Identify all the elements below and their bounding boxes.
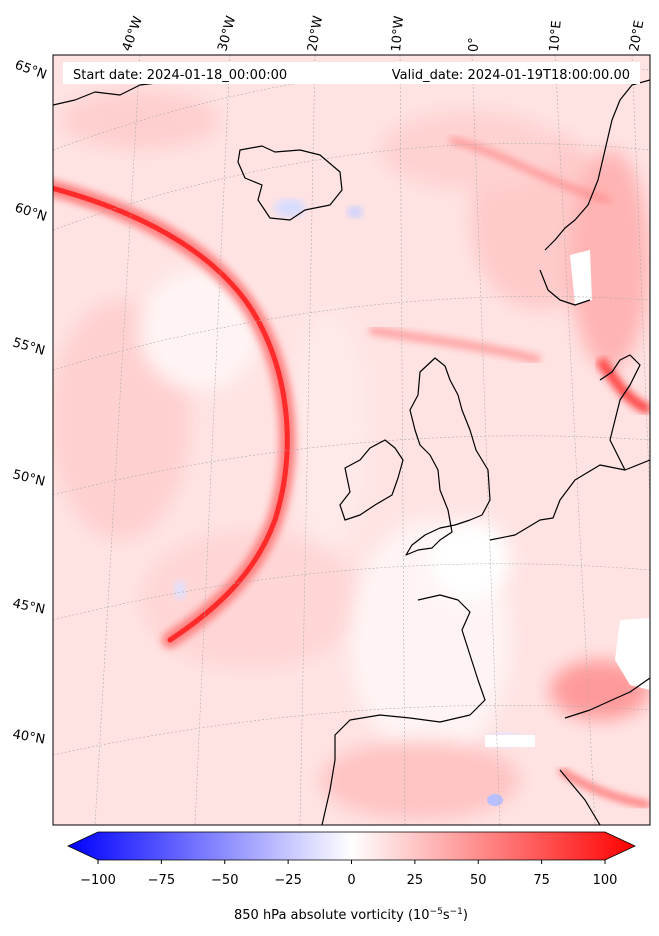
colorbar-bar [67, 831, 636, 861]
european-coast [489, 459, 650, 541]
lon-label: 0° [467, 37, 482, 52]
missing-data-patch [570, 250, 592, 305]
lon-label: 10°E [547, 20, 565, 52]
lon-label: 30°W [215, 14, 239, 53]
missing-data-patch [485, 735, 535, 747]
lon-label: 10°W [389, 15, 407, 52]
colorbar-tick-label: −100 [80, 873, 116, 888]
colorbar-tick-label: 75 [533, 873, 550, 888]
colorbar-tick-label: 25 [407, 873, 424, 888]
mediterranean-coast [564, 677, 650, 719]
great-britain-coast [405, 357, 491, 556]
colorbar-tick-label: −75 [148, 873, 175, 888]
colorbar-tick-label: 50 [470, 873, 487, 888]
coastlines [53, 69, 650, 825]
header-band [63, 62, 640, 84]
lat-label: 40°N [11, 727, 46, 747]
lon-label: 20°W [305, 15, 326, 53]
lat-label: 50°N [11, 467, 46, 489]
map-panel [53, 55, 650, 825]
lon-label: 20°E [627, 19, 647, 52]
colorbar-tick-label: −50 [211, 873, 238, 888]
north-africa-coast [559, 769, 601, 825]
start-date-label: Start date: 2024-01-18_00:00:00 [73, 68, 287, 83]
lat-label: 60°N [13, 201, 49, 225]
ireland-coast [339, 439, 404, 521]
missing-data-patch [615, 618, 650, 690]
france-coast [417, 594, 486, 716]
lat-label: 55°N [11, 335, 47, 358]
colorbar-tick-label: 100 [593, 873, 618, 888]
colorbar-label: 850 hPa absolute vorticity (10−5s−1) [234, 907, 468, 923]
norway-south [539, 269, 591, 306]
map-frame [52, 54, 651, 826]
graticule [53, 55, 650, 825]
lat-label: 65°N [13, 58, 49, 83]
iceland-coast [237, 145, 343, 221]
denmark-coast [599, 354, 641, 471]
longitude-labels: 40°W 30°W 20°W 10°W 0° 10°E 20°E [120, 14, 648, 53]
valid-date-label: Valid_date: 2024-01-19T18:00:00.00 [392, 68, 630, 83]
colorbar-tick-label: −25 [274, 873, 301, 888]
norway-coast [544, 79, 650, 251]
colorbar-tick-label: 0 [347, 873, 355, 888]
lat-label: 45°N [11, 596, 46, 617]
colorbar-ticks: −100 −75 −50 −25 0 25 50 75 100 [80, 860, 617, 888]
latitude-labels: 65°N 60°N 55°N 50°N 45°N 40°N [11, 58, 49, 748]
colorbar: −100 −75 −50 −25 0 25 50 75 100 850 hPa absolute… [67, 831, 636, 923]
lon-label: 40°W [120, 14, 146, 53]
iberia-coast [321, 714, 471, 825]
